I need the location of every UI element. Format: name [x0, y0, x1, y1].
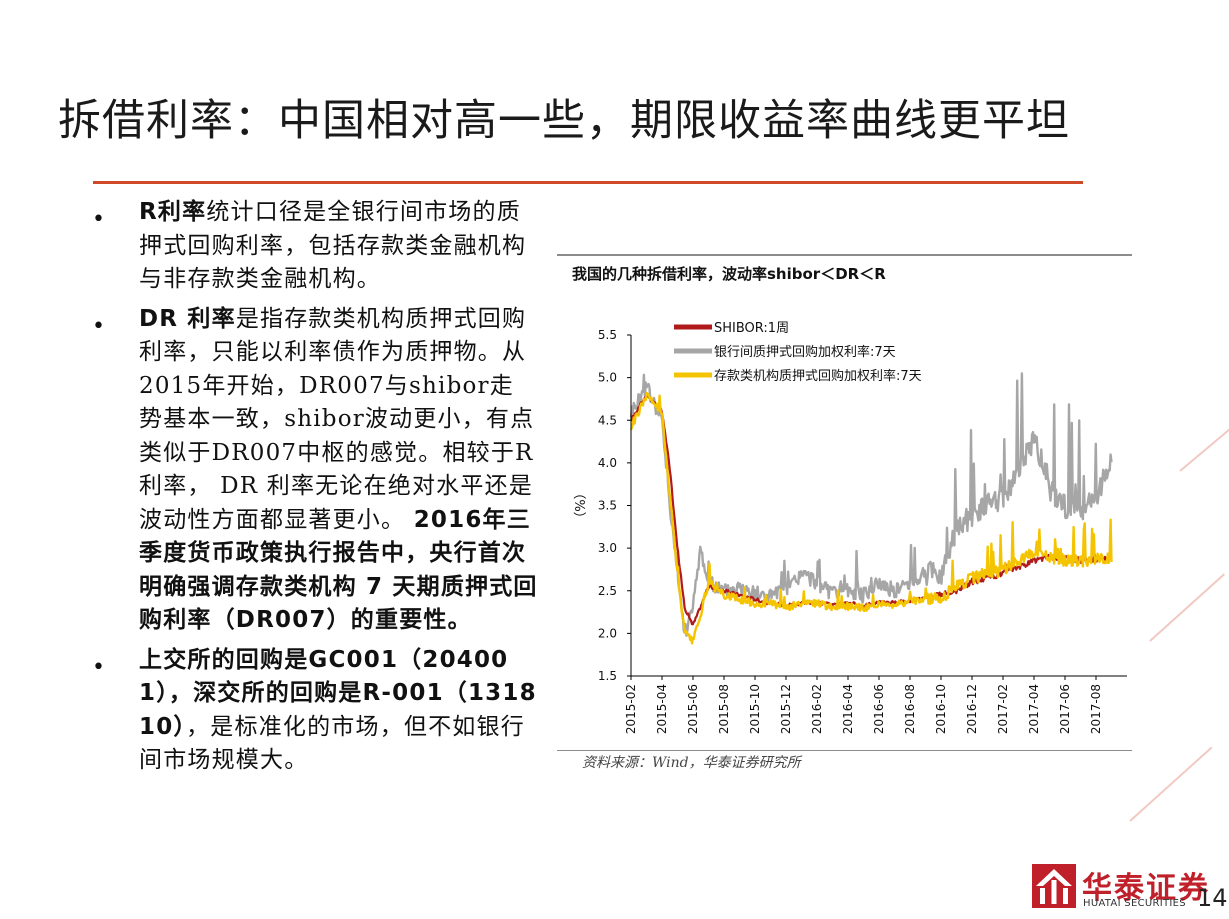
bullet-segment: R利率 [139, 199, 207, 225]
bullet-segment: 统计口径是全银行间市场的质押式回购利率，包括存款类金融机构与非存款类金融机构。 [139, 199, 527, 292]
bullet-text: 上交所的回购是GC001（204001），深交所的回购是R-001（131810… [139, 644, 538, 778]
bullet-text: R利率统计口径是全银行间市场的质押式回购利率，包括存款类金融机构与非存款类金融机… [139, 196, 538, 297]
logo-name-cn: 华泰证券 [1082, 871, 1210, 906]
bullet-dot: • [92, 313, 105, 339]
bullet-item: • 上交所的回购是GC001（204001），深交所的回购是R-001（1318… [88, 644, 538, 778]
y-tick-label: 3.0 [598, 541, 617, 555]
x-tick-label: 2016-12 [965, 684, 979, 734]
chart-bottom-divider [557, 750, 1132, 751]
x-tick-label: 2016-02 [810, 684, 824, 734]
y-tick-label: 2.0 [598, 626, 617, 640]
chart-source-note: 资料来源：Wind，华泰证券研究所 [582, 755, 801, 771]
x-tick-label: 2016-06 [872, 684, 886, 734]
decorative-line [1129, 746, 1213, 822]
line-chart: 5.5 5.0 4.5 4.0 3.5 3.0 2.5 2.0 1.5 2015-02 2015-0… [571, 321, 1127, 734]
x-tick-label: 2015-12 [779, 684, 793, 734]
x-tick-label: 2015-04 [655, 684, 669, 734]
x-tick-label: 2016-04 [841, 684, 855, 734]
y-tick-label: 1.5 [598, 669, 617, 683]
y-tick-label: 2.5 [598, 584, 617, 598]
y-tick-label: 3.5 [598, 499, 617, 513]
page-title: 拆借利率：中国相对高一些，期限收益率曲线更平坦 [58, 96, 1070, 146]
y-tick-label: 5.5 [598, 328, 617, 342]
y-tick-label: 5.0 [598, 371, 617, 385]
bullet-dot: • [92, 654, 105, 680]
y-axis-label: （%） [571, 486, 586, 524]
title-divider [93, 181, 1083, 184]
y-tick-label: 4.0 [598, 456, 617, 470]
x-tick-label: 2015-02 [624, 684, 638, 734]
x-tick-label: 2015-08 [717, 684, 731, 734]
chart-axes: 5.5 5.0 4.5 4.0 3.5 3.0 2.5 2.0 1.5 2015-02 2015-0… [571, 328, 1127, 734]
bullet-item: • DR 利率是指存款类机构质押式回购利率，只能以利率债作为质押物。从2015年… [88, 303, 538, 638]
page-number: 14 [1197, 884, 1228, 912]
bullet-segment: ，是标准化的市场，但不如银行间市场规模大。 [139, 713, 525, 774]
x-tick-label: 2015-10 [748, 684, 762, 734]
bullet-dot: • [92, 207, 105, 232]
bullet-text: DR 利率是指存款类机构质押式回购利率，只能以利率债作为质押物。从2015年开始… [139, 303, 538, 638]
x-tick-label: 2017-02 [996, 684, 1010, 734]
bullet-segment: DR 利率 [139, 305, 236, 332]
x-tick-label: 2017-04 [1027, 684, 1041, 734]
bullet-segment: 是指存款类机构质押式回购利率，只能以利率债作为质押物。从2015年开始，DR00… [139, 305, 535, 533]
chart-series-group [629, 372, 1113, 645]
bullet-list: • R利率统计口径是全银行间市场的质押式回购利率，包括存款类金融机构与非存款类金… [88, 196, 538, 784]
decorative-line [1179, 422, 1229, 472]
x-tick-label: 2016-10 [934, 684, 948, 734]
decorative-line [1149, 573, 1225, 642]
chart-title: 我国的几种拆借利率，波动率shibor＜DR＜R [572, 265, 886, 283]
y-tick-label: 4.5 [598, 413, 617, 427]
x-tick-label: 2015-06 [686, 684, 700, 734]
legend-label: 存款类机构质押式回购加权利率:7天 [714, 368, 922, 384]
series-line [629, 391, 1113, 645]
x-tick-label: 2016-08 [903, 684, 917, 734]
chart-legend: SHIBOR:1周银行间质押式回购加权利率:7天存款类机构质押式回购加权利率:7… [674, 321, 922, 384]
bullet-segment: 2016年三季度货币政策执行报告中，央行首次明确强调存款类机构 7 天期质押式回… [139, 506, 538, 634]
x-tick-label: 2017-06 [1058, 684, 1072, 734]
huatai-logo-icon [1032, 864, 1076, 908]
legend-label: SHIBOR:1周 [714, 321, 789, 336]
logo-name-en: HUATAI SECURITIES [1083, 898, 1186, 909]
x-tick-label: 2017-08 [1089, 684, 1103, 734]
chart-top-divider [557, 254, 1132, 256]
bullet-item: • R利率统计口径是全银行间市场的质押式回购利率，包括存款类金融机构与非存款类金… [88, 196, 538, 297]
company-logo: 华泰证券 HUATAI SECURITIES [1030, 862, 1208, 912]
bullet-segment: 上交所的回购是GC001（204001），深交所的回购是R-001（131810… [139, 646, 537, 740]
legend-label: 银行间质押式回购加权利率:7天 [714, 344, 896, 360]
